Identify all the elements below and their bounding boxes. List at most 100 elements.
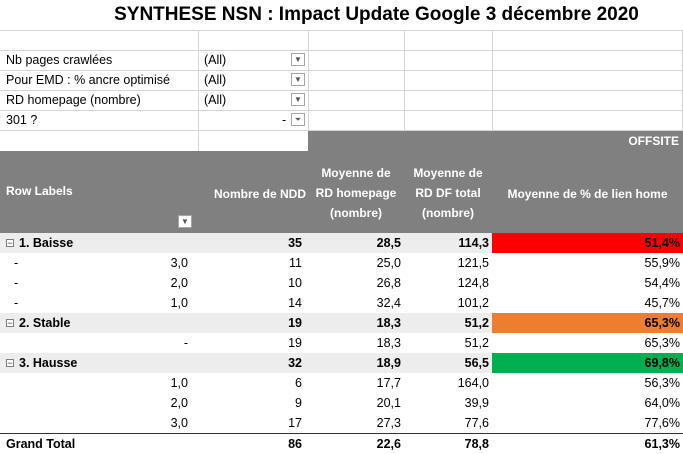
- cell-rdf: 77,6: [464, 416, 489, 430]
- cell-rdh: 18,3: [376, 336, 401, 350]
- page-title: SYNTHESE NSN : Impact Update Google 3 dé…: [114, 4, 639, 25]
- cell-rdf: 164,0: [457, 376, 489, 390]
- filter-label: Nb pages crawlées: [6, 53, 113, 67]
- col-rd-homepage-header: Moyenne de RD homepage (nombre): [308, 163, 404, 223]
- gridline-horizontal: [0, 50, 683, 51]
- row-sublabel: 2,0: [170, 396, 188, 410]
- cell-rdh: 25,0: [376, 256, 401, 270]
- cell-ndd: 10: [288, 276, 302, 290]
- table-row: 2,0 9 20,1 39,9 64,0%: [0, 393, 683, 413]
- total-pct: 61,3%: [644, 437, 680, 451]
- group-row: −1. Baisse 35 28,5 114,3 51,4%: [0, 233, 683, 253]
- cell-rdf: 114,3: [458, 236, 489, 250]
- col-pct-lien-home-header: Moyenne de % de lien home: [507, 187, 668, 201]
- cell-rdh: 26,8: [376, 276, 401, 290]
- row-sublabel: 1,0: [170, 376, 188, 390]
- table-row: - 19 18,3 51,2 65,3%: [0, 333, 683, 353]
- gridline-vertical: [404, 30, 405, 151]
- filter-dropdown-button[interactable]: ▼: [291, 93, 305, 106]
- cell-ndd: 14: [288, 296, 302, 310]
- row-label: -: [14, 296, 19, 310]
- group-row: −2. Stable 19 18,3 51,2 65,3%: [0, 313, 683, 333]
- row-labels-header: Row Labels: [6, 184, 73, 198]
- table-row: 3,0 17 27,3 77,6 77,6%: [0, 413, 683, 433]
- gridline-horizontal: [0, 130, 683, 131]
- total-rdh: 22,6: [376, 437, 401, 451]
- cell-pct: 54,4%: [644, 276, 680, 290]
- col-rd-df-line3: (nombre): [422, 206, 474, 220]
- total-rdf: 78,8: [464, 437, 489, 451]
- row-sublabel: 1,0: [170, 296, 188, 310]
- cell-pct: 55,9%: [644, 256, 680, 270]
- cell-rdh: 32,4: [376, 296, 401, 310]
- filter-dropdown-button[interactable]: ▼: [291, 73, 305, 86]
- col-nombre-ndd-header: Nombre de NDD: [213, 187, 306, 201]
- cell-rdh: 18,3: [376, 316, 401, 330]
- filter-funnel-icon: ⏷: [294, 114, 302, 124]
- table-row: - 2,0 10 26,8 124,8 54,4%: [0, 273, 683, 293]
- group-label: −2. Stable: [6, 313, 70, 333]
- grand-total-label: Grand Total: [6, 437, 76, 451]
- filter-label: RD homepage (nombre): [6, 93, 141, 107]
- cell-rdh: 28,5: [376, 236, 401, 250]
- cell-rdh: 27,3: [376, 416, 401, 430]
- col-rd-df-line2: RD DF total: [415, 186, 481, 200]
- cell-rdh: 17,7: [376, 376, 401, 390]
- offsite-section-header: OFFSITE: [308, 131, 683, 151]
- pivot-header: [0, 151, 683, 233]
- collapse-icon[interactable]: −: [6, 358, 14, 368]
- pct-highlight: [492, 233, 683, 253]
- dropdown-icon: ▼: [294, 95, 302, 104]
- cell-rdf: 51,2: [464, 316, 489, 330]
- cell-pct: 77,6%: [644, 416, 680, 430]
- group-label-text: 3. Hausse: [19, 356, 78, 370]
- dropdown-icon: ▼: [294, 55, 302, 64]
- dropdown-icon: ▼: [181, 217, 189, 226]
- cell-ndd: 19: [288, 316, 302, 330]
- cell-rdh: 18,9: [376, 356, 401, 370]
- collapse-icon[interactable]: −: [6, 318, 14, 328]
- total-ndd: 86: [288, 437, 302, 451]
- filter-dropdown-button[interactable]: ⏷: [291, 113, 305, 126]
- group-label-text: 2. Stable: [19, 316, 71, 330]
- row-label: -: [14, 276, 19, 290]
- pct-highlight: [492, 313, 683, 333]
- gridline-vertical: [492, 30, 493, 151]
- cell-ndd: 35: [288, 236, 302, 250]
- filter-value: (All): [204, 73, 227, 87]
- group-label: −1. Baisse: [6, 233, 73, 253]
- filter-dropdown-button[interactable]: ▼: [291, 53, 305, 66]
- cell-ndd: 6: [295, 376, 302, 390]
- gridline-horizontal: [0, 30, 683, 31]
- cell-pct: 56,3%: [644, 376, 680, 390]
- offsite-label: OFFSITE: [628, 134, 679, 148]
- filter-label: 301 ?: [6, 113, 38, 127]
- gridline-vertical: [198, 30, 199, 151]
- cell-ndd: 17: [288, 416, 302, 430]
- cell-ndd: 11: [289, 256, 302, 270]
- cell-pct: 69,8%: [644, 356, 680, 370]
- row-sublabel: 3,0: [170, 256, 188, 270]
- col-rd-df-total-header: Moyenne de RD DF total (nombre): [404, 163, 492, 223]
- col-rd-homepage-line3: (nombre): [330, 206, 382, 220]
- row-sublabel: -: [183, 336, 188, 350]
- col-rd-df-line1: Moyenne de: [413, 166, 483, 180]
- row-labels-filter-button[interactable]: ▼: [178, 215, 192, 228]
- gridline-horizontal: [0, 90, 683, 91]
- cell-ndd: 9: [295, 396, 302, 410]
- group-label: −3. Hausse: [6, 353, 77, 373]
- cell-rdf: 101,2: [457, 296, 489, 310]
- cell-rdh: 20,1: [376, 396, 401, 410]
- row-sublabel: 2,0: [170, 276, 188, 290]
- filter-value: (All): [204, 93, 227, 107]
- cell-pct: 65,3%: [644, 336, 680, 350]
- cell-pct: 45,7%: [644, 296, 680, 310]
- cell-rdf: 39,9: [464, 396, 489, 410]
- collapse-icon[interactable]: −: [6, 238, 14, 248]
- group-label-text: 1. Baisse: [19, 236, 74, 250]
- filter-value: (All): [204, 53, 227, 67]
- filter-label: Pour EMD : % ancre optimisé: [6, 73, 170, 87]
- gridline-vertical: [308, 30, 309, 151]
- grand-total-row: Grand Total 86 22,6 78,8 61,3%: [0, 433, 683, 454]
- gridline-horizontal: [0, 110, 683, 111]
